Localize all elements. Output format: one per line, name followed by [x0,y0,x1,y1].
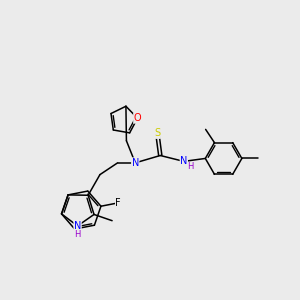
Text: N: N [180,156,188,167]
Text: F: F [116,198,121,208]
Text: N: N [132,158,139,168]
Text: N: N [74,221,81,231]
Text: S: S [154,128,161,138]
Text: H: H [187,162,194,171]
Text: H: H [74,230,81,239]
Text: O: O [134,113,141,123]
